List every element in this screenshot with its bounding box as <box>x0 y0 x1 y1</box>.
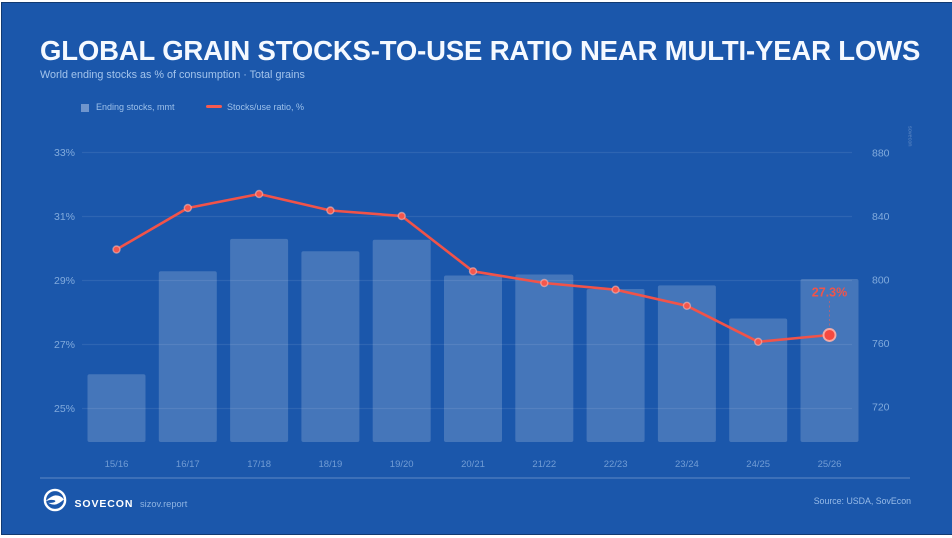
svg-text:18/19: 18/19 <box>319 459 343 470</box>
svg-text:21/22: 21/22 <box>532 459 556 470</box>
svg-text:23/24: 23/24 <box>675 459 699 470</box>
svg-text:sovecon: sovecon <box>907 126 913 147</box>
svg-text:760: 760 <box>872 338 890 350</box>
svg-text:sizov.report: sizov.report <box>140 499 188 509</box>
svg-text:Source: USDA, SovEcon: Source: USDA, SovEcon <box>814 496 911 506</box>
svg-text:SOVECON: SOVECON <box>75 498 134 510</box>
svg-text:20/21: 20/21 <box>461 459 485 470</box>
svg-text:24/25: 24/25 <box>746 459 770 470</box>
svg-text:800: 800 <box>872 275 890 287</box>
svg-text:29%: 29% <box>54 275 75 287</box>
svg-text:25/26: 25/26 <box>818 459 842 470</box>
svg-text:15/16: 15/16 <box>105 459 129 470</box>
svg-text:27%: 27% <box>54 339 75 351</box>
svg-text:25%: 25% <box>54 403 75 415</box>
svg-text:840: 840 <box>872 211 890 223</box>
svg-text:31%: 31% <box>54 211 75 223</box>
svg-text:27.3%: 27.3% <box>812 286 847 300</box>
svg-text:880: 880 <box>872 148 890 160</box>
svg-text:22/23: 22/23 <box>604 459 628 470</box>
svg-text:720: 720 <box>872 402 890 414</box>
svg-text:19/20: 19/20 <box>390 459 414 470</box>
svg-text:33%: 33% <box>54 147 75 159</box>
svg-text:16/17: 16/17 <box>176 459 200 470</box>
svg-text:17/18: 17/18 <box>247 459 271 470</box>
